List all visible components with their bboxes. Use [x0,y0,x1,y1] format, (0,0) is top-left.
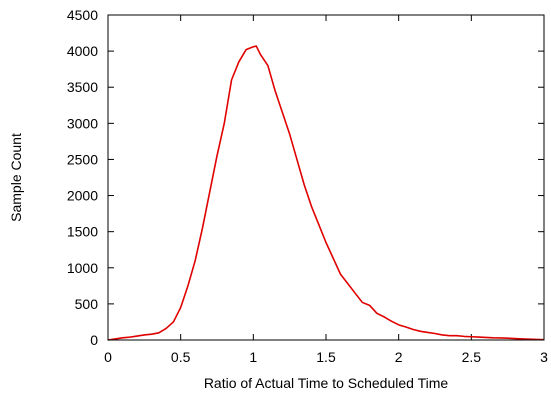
x-tick-label: 0 [104,349,112,365]
y-axis-title: Sample Count [8,133,24,222]
x-tick-label: 2.5 [462,349,482,365]
x-tick-label: 3 [540,349,548,365]
y-tick-label: 4500 [67,7,98,23]
y-tick-label: 3500 [67,79,98,95]
x-tick-label: 0.5 [171,349,191,365]
series-line [107,45,545,341]
x-tick-label: 1.5 [316,349,336,365]
y-tick-label: 1500 [67,224,98,240]
y-tick-label: 0 [90,332,98,348]
y-tick-label: 4000 [67,43,98,59]
x-tick-label: 2 [395,349,403,365]
x-axis-ticks: 0 0.5 1 1.5 2 2.5 3 [104,15,548,365]
x-axis-title: Ratio of Actual Time to Scheduled Time [204,375,449,391]
y-axis-ticks: 0 500 1000 1500 2000 2500 3000 3500 4000 4500 [67,7,544,348]
plot-frame [107,14,545,341]
x-tick-label: 1 [249,349,257,365]
y-tick-label: 2000 [67,188,98,204]
y-tick-label: 1000 [67,260,98,276]
y-tick-label: 500 [75,296,99,312]
y-tick-label: 2500 [67,151,98,167]
y-tick-label: 3000 [67,115,98,131]
